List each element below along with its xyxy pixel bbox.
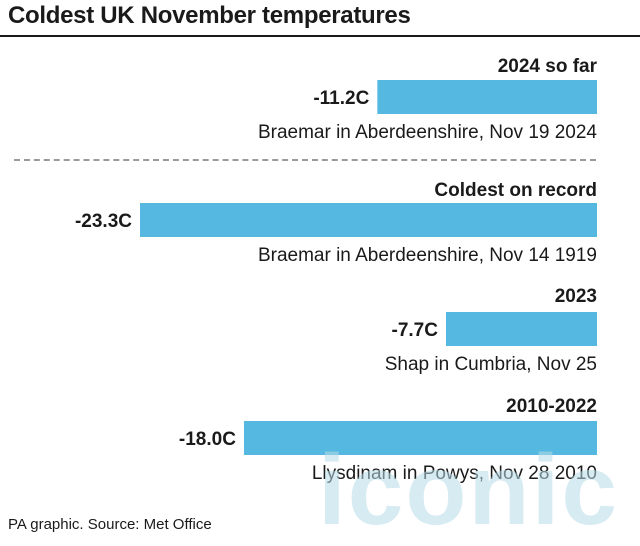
value-label: -7.7C: [392, 320, 439, 341]
category-heading: Coldest on record: [434, 180, 597, 201]
category-heading: 2023: [555, 286, 597, 307]
bar: [243, 421, 597, 455]
bar: [140, 203, 597, 237]
value-label: -11.2C: [313, 88, 369, 109]
category-heading: 2010-2022: [506, 396, 597, 417]
category-heading: 2024 so far: [498, 56, 598, 77]
watermark-logo: iconic: [318, 434, 619, 546]
source-note: PA graphic. Source: Met Office: [8, 516, 212, 533]
bar: [445, 312, 597, 346]
chart-title: Coldest UK November temperatures: [8, 2, 411, 29]
location-label: Braemar in Aberdeenshire, Nov 19 2024: [258, 122, 597, 143]
title-rule: [0, 35, 640, 37]
value-label: -23.3C: [75, 211, 132, 232]
value-label: -18.0C: [179, 429, 236, 450]
section-divider: [14, 159, 596, 161]
location-label: Llysdinam in Powys, Nov 28 2010: [312, 463, 597, 484]
bar: [377, 80, 597, 114]
location-label: Braemar in Aberdeenshire, Nov 14 1919: [258, 245, 597, 266]
location-label: Shap in Cumbria, Nov 25: [385, 354, 597, 375]
